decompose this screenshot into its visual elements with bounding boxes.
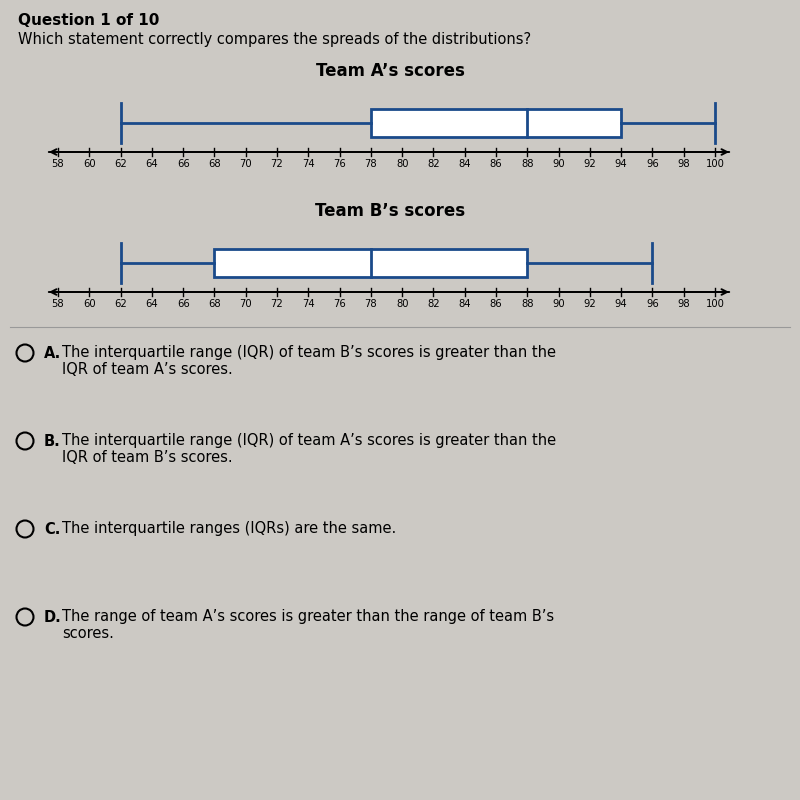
Text: The range of team A’s scores is greater than the range of team B’s: The range of team A’s scores is greater … — [62, 609, 554, 624]
Text: IQR of team A’s scores.: IQR of team A’s scores. — [62, 362, 233, 377]
Text: 68: 68 — [208, 159, 221, 169]
Text: 96: 96 — [646, 159, 659, 169]
Text: 98: 98 — [678, 299, 690, 309]
Text: 64: 64 — [146, 159, 158, 169]
Bar — [371, 109, 621, 137]
Text: 58: 58 — [52, 159, 64, 169]
Text: scores.: scores. — [62, 626, 114, 641]
Text: Team A’s scores: Team A’s scores — [315, 62, 465, 80]
Text: The interquartile range (IQR) of team B’s scores is greater than the: The interquartile range (IQR) of team B’… — [62, 345, 556, 360]
Text: 88: 88 — [521, 159, 534, 169]
Text: 84: 84 — [458, 299, 471, 309]
Text: 100: 100 — [706, 159, 725, 169]
Text: 72: 72 — [270, 299, 283, 309]
Text: 82: 82 — [427, 159, 440, 169]
Text: 88: 88 — [521, 299, 534, 309]
Text: 60: 60 — [83, 159, 95, 169]
Text: 90: 90 — [552, 159, 565, 169]
Bar — [214, 249, 527, 277]
Text: 64: 64 — [146, 299, 158, 309]
Text: 66: 66 — [177, 299, 190, 309]
Text: IQR of team B’s scores.: IQR of team B’s scores. — [62, 450, 233, 465]
Text: 96: 96 — [646, 299, 659, 309]
Text: 84: 84 — [458, 159, 471, 169]
Text: C.: C. — [44, 522, 60, 537]
Text: 72: 72 — [270, 159, 283, 169]
Text: Team B’s scores: Team B’s scores — [315, 202, 465, 220]
Text: 80: 80 — [396, 159, 408, 169]
Text: 60: 60 — [83, 299, 95, 309]
Text: 68: 68 — [208, 299, 221, 309]
Text: 78: 78 — [365, 299, 377, 309]
Text: 78: 78 — [365, 159, 377, 169]
Text: 92: 92 — [583, 159, 596, 169]
Text: 74: 74 — [302, 159, 314, 169]
Text: The interquartile ranges (IQRs) are the same.: The interquartile ranges (IQRs) are the … — [62, 521, 396, 536]
Text: The interquartile range (IQR) of team A’s scores is greater than the: The interquartile range (IQR) of team A’… — [62, 433, 556, 448]
Text: 98: 98 — [678, 159, 690, 169]
Text: 80: 80 — [396, 299, 408, 309]
Text: 74: 74 — [302, 299, 314, 309]
Text: 58: 58 — [52, 299, 64, 309]
Text: 76: 76 — [333, 299, 346, 309]
Text: 70: 70 — [239, 299, 252, 309]
Text: A.: A. — [44, 346, 62, 361]
Text: 82: 82 — [427, 299, 440, 309]
Text: Which statement correctly compares the spreads of the distributions?: Which statement correctly compares the s… — [18, 32, 531, 47]
Text: 92: 92 — [583, 299, 596, 309]
Text: D.: D. — [44, 610, 62, 625]
Text: 94: 94 — [615, 159, 627, 169]
Text: 62: 62 — [114, 299, 127, 309]
Text: 86: 86 — [490, 159, 502, 169]
Text: 66: 66 — [177, 159, 190, 169]
Text: 86: 86 — [490, 299, 502, 309]
Text: 94: 94 — [615, 299, 627, 309]
Text: 76: 76 — [333, 159, 346, 169]
Text: 62: 62 — [114, 159, 127, 169]
Text: 100: 100 — [706, 299, 725, 309]
Text: 70: 70 — [239, 159, 252, 169]
Text: 90: 90 — [552, 299, 565, 309]
Text: Question 1 of 10: Question 1 of 10 — [18, 13, 159, 28]
Text: B.: B. — [44, 434, 61, 449]
